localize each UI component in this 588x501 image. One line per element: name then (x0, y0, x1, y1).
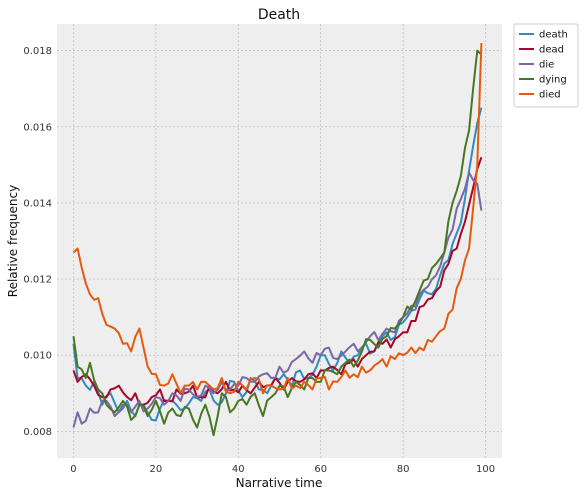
x-tick-label: 20 (150, 464, 163, 475)
x-tick-label: 60 (314, 464, 327, 475)
x-tick-label: 0 (70, 464, 76, 475)
y-tick-label: 0.010 (23, 351, 52, 362)
x-tick-label: 80 (397, 464, 410, 475)
y-axis-label: Relative frequency (6, 185, 20, 297)
x-tick-label: 40 (232, 464, 245, 475)
legend-label-died: died (539, 90, 561, 101)
y-tick-label: 0.018 (23, 46, 52, 57)
legend-box (513, 23, 579, 108)
y-tick-label: 0.016 (23, 122, 52, 133)
x-tick-label: 100 (476, 464, 495, 475)
series-line-died (72, 43, 483, 395)
legend-label-die: die (539, 60, 554, 71)
legend-label-dying: dying (539, 75, 567, 86)
legend: death dead die dying died (513, 23, 579, 108)
y-tick-label: 0.014 (23, 198, 52, 209)
x-axis-label: Narrative time (236, 476, 323, 490)
y-tick-label: 0.012 (23, 275, 52, 286)
chart-title: Death (258, 7, 300, 23)
legend-label-death: death (539, 30, 568, 41)
legend-label-dead: dead (539, 45, 564, 56)
y-tick-label: 0.008 (23, 427, 52, 438)
